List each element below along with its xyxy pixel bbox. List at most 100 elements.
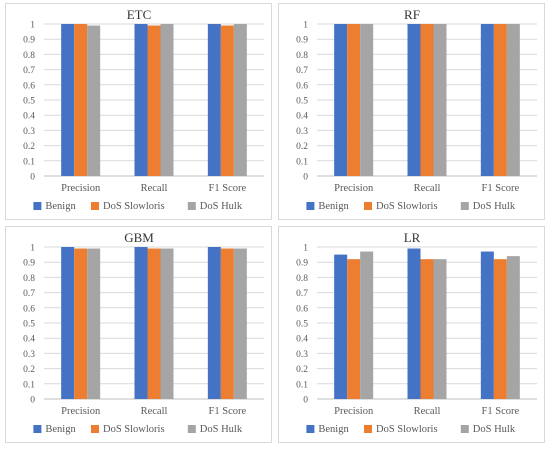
bar-benign	[407, 24, 421, 176]
y-tick-label: 0.3	[23, 127, 35, 137]
x-category-label: Precision	[334, 183, 374, 194]
chart-svg: GBM 0 0.1 0.2 0.3 0.4 0.5 0.6 0.7 0.8 0.9 1 Precisio…	[23, 230, 264, 435]
x-category-label: Recall	[141, 406, 168, 417]
y-tick-label: 0.2	[23, 142, 35, 152]
legend-label: DoS Hulk	[473, 201, 516, 212]
bar-benign	[407, 248, 421, 399]
x-category-label: Recall	[414, 406, 441, 417]
y-tick-label: 0.7	[23, 289, 35, 299]
bar-dos-slowloris	[74, 248, 88, 399]
y-tick-label: 0.9	[296, 36, 308, 46]
bar-benign	[207, 247, 221, 399]
x-category-label: Recall	[414, 183, 441, 194]
y-tick-label: 0.2	[296, 365, 308, 375]
y-tick-label: 0	[303, 173, 308, 183]
legend-label: DoS Hulk	[200, 424, 243, 435]
chart-svg: LR 0 0.1 0.2 0.3 0.4 0.5 0.6 0.7 0.8 0.9 1 Precision…	[296, 230, 537, 435]
chart-svg: RF 0 0.1 0.2 0.3 0.4 0.5 0.6 0.7 0.8 0.9 1 Precision…	[296, 7, 537, 212]
bar-dos-slowloris	[74, 24, 88, 176]
y-tick-label: 0.4	[296, 112, 308, 122]
y-tick-label: 0.8	[296, 274, 308, 284]
y-tick-label: 0.6	[296, 81, 308, 91]
x-category-label: Precision	[61, 406, 101, 417]
legend-swatch	[460, 202, 469, 210]
bar-benign	[134, 24, 148, 176]
bar-benign	[207, 24, 221, 176]
bar-dos-slowloris	[147, 25, 161, 176]
bar-dos-slowloris	[493, 259, 507, 399]
bar-dos-slowloris	[220, 248, 234, 399]
bar-benign	[61, 24, 75, 176]
bar-dos-hulk	[233, 248, 247, 399]
y-tick-label: 0.7	[296, 66, 308, 76]
bar-dos-hulk	[506, 256, 520, 399]
bar-dos-slowloris	[147, 248, 161, 399]
y-tick-label: 0	[30, 396, 35, 406]
y-tick-label: 0.2	[296, 142, 308, 152]
y-tick-label: 0.9	[23, 259, 35, 269]
legend-swatch	[306, 202, 315, 210]
bar-benign	[334, 254, 348, 399]
x-category-label: F1 Score	[482, 183, 520, 194]
y-tick-label: 0	[30, 173, 35, 183]
legend-swatch	[33, 425, 42, 433]
y-tick-label: 0.7	[23, 66, 35, 76]
y-tick-label: 0.3	[296, 350, 308, 360]
bar-benign	[134, 247, 148, 399]
chart-title: ETC	[127, 7, 152, 22]
bar-dos-hulk	[433, 24, 447, 176]
legend-label: DoS Slowloris	[103, 201, 165, 212]
legend-label: DoS Slowloris	[376, 201, 438, 212]
chart-title: LR	[404, 230, 421, 245]
legend-swatch	[364, 202, 372, 210]
bar-dos-slowloris	[347, 24, 361, 176]
x-category-label: Recall	[141, 183, 168, 194]
chart-title: GBM	[124, 230, 154, 245]
y-tick-label: 0.1	[23, 157, 35, 167]
y-tick-label: 0.1	[23, 380, 35, 390]
bar-benign	[480, 24, 494, 176]
y-tick-label: 0.9	[23, 36, 35, 46]
legend-swatch	[364, 425, 372, 433]
bar-dos-hulk	[506, 24, 520, 176]
y-tick-label: 0.8	[23, 274, 35, 284]
y-tick-label: 0.6	[23, 304, 35, 314]
y-tick-label: 1	[30, 21, 35, 31]
legend-label: DoS Hulk	[473, 424, 516, 435]
y-tick-label: 0.5	[23, 97, 35, 107]
x-category-label: F1 Score	[482, 406, 520, 417]
bar-dos-hulk	[87, 248, 101, 399]
legend-label: Benign	[318, 424, 349, 435]
x-category-label: F1 Score	[209, 406, 247, 417]
y-tick-label: 0.3	[296, 127, 308, 137]
bar-dos-hulk	[433, 259, 447, 399]
y-tick-label: 0.1	[296, 380, 308, 390]
y-tick-label: 0.5	[23, 320, 35, 330]
legend-label: Benign	[45, 424, 76, 435]
legend-label: DoS Hulk	[200, 201, 243, 212]
legend-swatch	[91, 425, 99, 433]
y-tick-label: 0.4	[296, 335, 308, 345]
bar-dos-slowloris	[220, 25, 234, 176]
legend-swatch	[460, 425, 469, 433]
chart-panel-gbm: GBM 0 0.1 0.2 0.3 0.4 0.5 0.6 0.7 0.8 0.9 1 Precisio…	[5, 226, 272, 443]
x-category-label: Precision	[334, 406, 374, 417]
y-tick-label: 0.6	[296, 304, 308, 314]
y-tick-label: 0.8	[23, 51, 35, 61]
legend-swatch	[187, 202, 196, 210]
y-tick-label: 0.8	[296, 51, 308, 61]
bar-dos-hulk	[160, 24, 174, 176]
legend-label: DoS Slowloris	[376, 424, 438, 435]
chart-panel-lr: LR 0 0.1 0.2 0.3 0.4 0.5 0.6 0.7 0.8 0.9 1 Precision…	[278, 226, 545, 443]
y-tick-label: 0	[303, 396, 308, 406]
bar-dos-hulk	[360, 24, 374, 176]
chart-panel-rf: RF 0 0.1 0.2 0.3 0.4 0.5 0.6 0.7 0.8 0.9 1 Precision…	[278, 3, 545, 220]
chart-panel-etc: ETC 0 0.1 0.2 0.3 0.4 0.5 0.6 0.7 0.8 0.9 1 Precisio…	[5, 3, 272, 220]
y-tick-label: 0.4	[23, 112, 35, 122]
bar-dos-slowloris	[493, 24, 507, 176]
y-tick-label: 0.5	[296, 320, 308, 330]
bar-dos-hulk	[160, 248, 174, 399]
y-tick-label: 0.2	[23, 365, 35, 375]
bar-benign	[61, 247, 75, 399]
y-tick-label: 0.9	[296, 259, 308, 269]
